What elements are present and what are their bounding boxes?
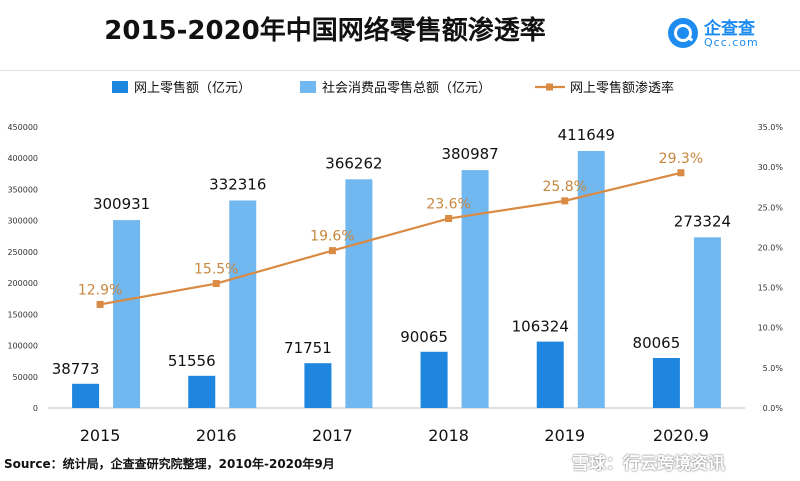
x-category-label: 2018 (428, 426, 469, 445)
rate-marker (96, 300, 104, 308)
bar-total-label: 273324 (674, 212, 731, 230)
bar-total-label: 380987 (441, 145, 498, 163)
qcc-logo-icon (668, 18, 698, 48)
bar-total-label: 332316 (209, 175, 266, 193)
rate-label: 29.3% (659, 151, 703, 167)
legend-total-swatch (300, 81, 316, 93)
chart-title: 2015-2020年中国网络零售额渗透率 (104, 16, 546, 46)
rate-marker (212, 280, 220, 288)
y-left-tick-label: 200000 (7, 279, 38, 288)
rate-marker (561, 197, 569, 205)
title-divider (0, 70, 800, 71)
bar-online-label: 71751 (284, 339, 332, 357)
rate-label: 12.9% (78, 282, 122, 298)
bar-online (304, 363, 332, 408)
y-left-tick-label: 250000 (7, 248, 38, 257)
y-left-tick-label: 450000 (7, 123, 38, 132)
bar-total-label: 366262 (325, 154, 382, 172)
qcc-logo: 企查查 Qcc.com (668, 14, 788, 54)
legend-online-label: 网上零售额（亿元） (134, 80, 251, 96)
bar-online-label: 106324 (512, 318, 569, 336)
bar-total (461, 170, 489, 408)
y-left-tick-label: 400000 (7, 154, 38, 163)
y-right-tick-label: 15.0% (758, 284, 784, 293)
logo-name: 企查查 (704, 19, 755, 39)
bar-total (345, 179, 373, 408)
bar-total (229, 200, 257, 408)
legend-total-label: 社会消费品零售总额（亿元） (322, 80, 491, 96)
bar-online-label: 90065 (400, 328, 448, 346)
y-right-tick-label: 0.0% (763, 404, 784, 413)
rate-label: 19.6% (310, 229, 354, 245)
rate-label: 25.8% (543, 179, 587, 195)
bar-total (113, 220, 141, 408)
legend-online-swatch (112, 81, 128, 93)
rate-line (99, 171, 682, 306)
y-left-tick-label: 100000 (7, 342, 38, 351)
y-right-tick-label: 25.0% (758, 203, 784, 212)
bar-online (420, 351, 448, 408)
y-right-tick-label: 10.0% (758, 324, 784, 333)
y-right-tick-label: 30.0% (758, 163, 784, 172)
y-left-tick-label: 350000 (7, 185, 38, 194)
legend-rate-label: 网上零售额渗透率 (570, 80, 674, 96)
x-category-label: 2017 (312, 426, 353, 445)
rate-marker (445, 215, 453, 223)
logo-subtitle: Qcc.com (704, 36, 759, 49)
source-note: Source：统计局，企查查研究院整理，2010年-2020年9月 (4, 457, 335, 471)
y-left-tick-label: 150000 (7, 310, 38, 319)
y-left-tick-label: 50000 (13, 373, 38, 382)
y-left-tick-label: 300000 (7, 217, 38, 226)
rate-marker (328, 247, 336, 255)
y-right-tick-label: 35.0% (758, 123, 784, 132)
bar-online (652, 358, 680, 408)
legend-rate-marker (546, 83, 553, 91)
x-category-label: 2015 (80, 426, 121, 445)
bar-online (72, 383, 100, 408)
y-right-tick-label: 20.0% (758, 243, 784, 252)
bar-total (693, 237, 721, 408)
y-left-tick-label: 0 (33, 404, 38, 413)
x-category-label: 2019 (544, 426, 585, 445)
bar-online-label: 80065 (633, 334, 681, 352)
bar-total-label: 300931 (93, 195, 150, 213)
x-category-label: 2016 (196, 426, 237, 445)
bar-online-label: 51556 (168, 352, 216, 370)
rate-label: 23.6% (426, 197, 470, 213)
y-right-tick-label: 5.0% (763, 364, 784, 373)
bar-online (188, 375, 216, 408)
watermark: 雪球：行云跨境资讯 (572, 454, 725, 474)
bar-online-label: 38773 (52, 360, 100, 378)
rate-marker (677, 169, 685, 177)
bar-online (536, 341, 564, 408)
rate-label: 15.5% (194, 262, 238, 278)
bar-total-label: 411649 (558, 126, 615, 144)
x-category-label: 2020.9 (653, 426, 709, 445)
title-bar: 2015-2020年中国网络零售额渗透率 企查查 Qcc.com (0, 0, 800, 70)
